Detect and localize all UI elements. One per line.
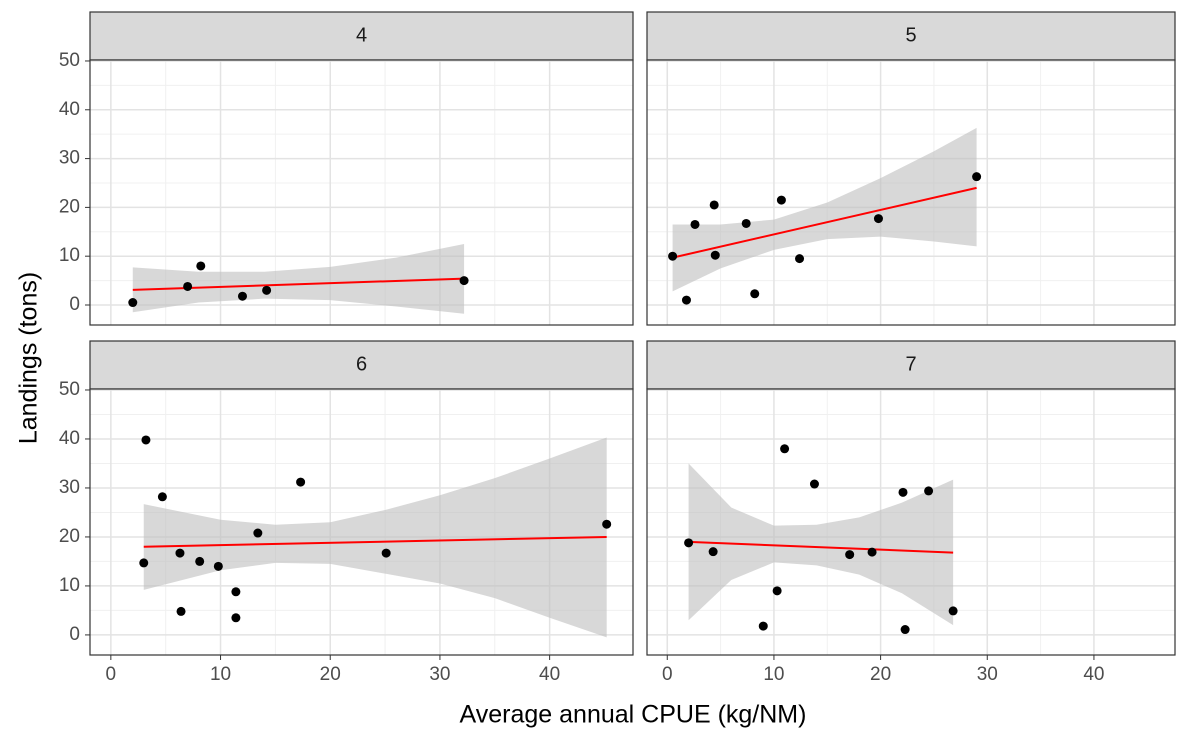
fit-line — [672, 186, 977, 259]
point — [924, 486, 934, 496]
y-tick-label: 30 — [59, 148, 80, 169]
x-tick-label: 40 — [539, 664, 560, 685]
point — [176, 606, 186, 616]
fit-line — [143, 535, 607, 548]
point — [231, 613, 241, 623]
y-tick-label: 0 — [69, 294, 80, 315]
point — [900, 625, 910, 635]
strip — [646, 340, 1176, 390]
strip — [646, 11, 1176, 61]
point — [948, 606, 958, 616]
y-tick-label: 50 — [59, 379, 80, 400]
confidence-band — [143, 437, 607, 638]
point — [898, 487, 908, 497]
strip — [89, 340, 634, 390]
point — [873, 214, 883, 224]
point — [758, 621, 768, 631]
point — [772, 586, 782, 596]
y-tick-label: 50 — [59, 50, 80, 71]
y-tick-label: 30 — [59, 477, 80, 498]
point — [139, 558, 149, 568]
x-tick-label: 0 — [106, 664, 117, 685]
panel-border — [646, 388, 1176, 656]
point — [972, 172, 982, 182]
point — [183, 281, 193, 291]
point — [809, 479, 819, 489]
point — [741, 218, 751, 228]
fit-line — [688, 540, 954, 554]
point — [196, 261, 206, 271]
y-tick-label: 10 — [59, 245, 80, 266]
point — [459, 276, 469, 286]
point — [668, 251, 678, 261]
strip-label: 4 — [356, 24, 367, 46]
panel-border — [646, 59, 1176, 326]
point — [780, 444, 790, 454]
x-tick-label: 40 — [1083, 664, 1104, 685]
point — [175, 548, 185, 558]
point — [845, 550, 855, 560]
point — [710, 250, 720, 260]
point — [213, 561, 223, 571]
point — [128, 298, 138, 308]
panel-border — [89, 388, 634, 656]
x-tick-label: 20 — [870, 664, 891, 685]
y-tick-label: 10 — [59, 575, 80, 596]
point — [141, 435, 151, 445]
x-tick-label: 10 — [763, 664, 784, 685]
x-tick-label: 30 — [977, 664, 998, 685]
x-tick-label: 10 — [210, 664, 231, 685]
strip — [89, 11, 634, 61]
point — [867, 547, 877, 557]
y-tick-label: 20 — [59, 526, 80, 547]
y-tick-label: 20 — [59, 196, 80, 217]
point — [195, 556, 205, 566]
point — [709, 200, 719, 210]
point — [681, 295, 691, 305]
y-tick-label: 40 — [59, 428, 80, 449]
point — [231, 587, 241, 597]
y-tick-label: 40 — [59, 99, 80, 120]
point — [708, 547, 718, 557]
point — [237, 291, 247, 301]
confidence-band — [132, 243, 465, 314]
point — [795, 254, 805, 264]
strip-label: 7 — [905, 353, 916, 375]
confidence-band — [688, 463, 954, 626]
point — [296, 477, 306, 487]
strip-label: 5 — [905, 24, 916, 46]
point — [381, 548, 391, 558]
panel-border — [89, 59, 634, 326]
x-tick-label: 0 — [662, 664, 673, 685]
x-tick-label: 20 — [320, 664, 341, 685]
point — [157, 492, 167, 502]
strip-label: 6 — [356, 353, 367, 375]
point — [262, 285, 272, 295]
point — [684, 538, 694, 548]
point — [602, 519, 612, 529]
y-axis-title: Landings (tons) — [15, 272, 43, 444]
point — [253, 528, 263, 538]
x-tick-label: 30 — [429, 664, 450, 685]
point — [776, 195, 786, 205]
confidence-band — [672, 127, 977, 292]
x-axis-title: Average annual CPUE (kg/NM) — [460, 701, 807, 729]
point — [690, 219, 700, 229]
y-tick-label: 0 — [69, 624, 80, 645]
point — [750, 289, 760, 299]
